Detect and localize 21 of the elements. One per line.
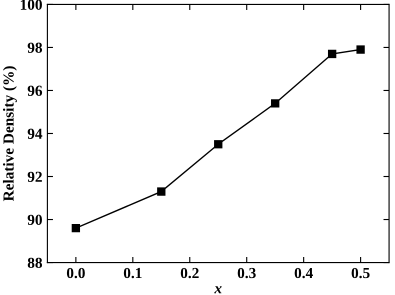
x-tick-label: 0.0	[66, 268, 85, 278]
point	[214, 140, 222, 148]
y-axis-title: Relative Density (%)	[2, 66, 17, 202]
y-tick-label: 98	[28, 42, 42, 53]
point	[328, 50, 336, 58]
x-axis-title: x	[214, 286, 222, 294]
y-tick-label: 90	[28, 214, 42, 225]
y-tick-label: 94	[28, 128, 42, 139]
y-tick-label: 96	[28, 86, 42, 96]
x-tick-label: 0.4	[294, 268, 313, 278]
x-tick-label: 0.3	[238, 268, 256, 278]
point	[157, 187, 166, 196]
x-tick-label: 0.5	[352, 268, 370, 278]
x-tick-label: 0.1	[124, 268, 142, 278]
y-tick-label: 88	[28, 258, 42, 268]
y-tick-label: 92	[28, 172, 42, 182]
point	[356, 45, 365, 54]
point	[72, 224, 80, 232]
y-tick-label: 100	[20, 0, 42, 10]
x-tick-label: 0.2	[180, 268, 199, 278]
point	[271, 99, 280, 108]
